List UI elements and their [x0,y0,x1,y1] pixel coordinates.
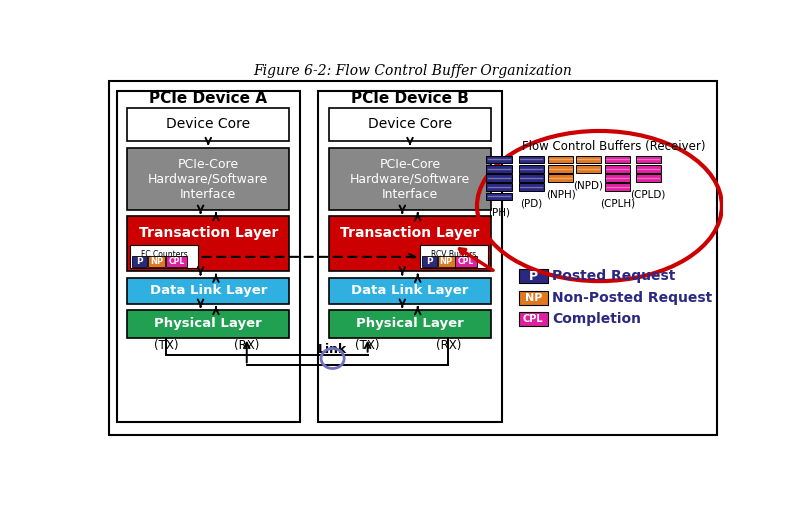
Bar [604,156,630,163]
Text: Data Link Layer: Data Link Layer [351,284,468,297]
Text: NP: NP [525,293,542,302]
Bar [329,148,491,210]
Text: Non-Posted Request: Non-Posted Request [552,291,713,305]
Bar [636,165,661,173]
Text: PCIe-Core
Hardware/Software
Interface: PCIe-Core Hardware/Software Interface [148,158,268,201]
Text: Device Core: Device Core [368,117,452,131]
Bar [636,156,661,163]
Text: P: P [136,257,143,266]
Bar [548,174,573,182]
Bar [518,156,544,163]
Text: (NPH): (NPH) [546,189,575,200]
Bar [127,216,289,271]
Bar [166,256,188,267]
Bar [518,165,544,173]
Text: Physical Layer: Physical Layer [356,317,464,330]
Bar [329,108,491,141]
Bar [486,156,512,163]
Text: (NPD): (NPD) [573,180,603,190]
Bar [518,184,544,191]
Bar [329,216,491,271]
Text: (RX): (RX) [436,339,461,352]
Bar [131,245,198,268]
Text: (TX): (TX) [154,339,178,352]
Bar [636,174,661,182]
Text: Posted Request: Posted Request [552,269,675,283]
Text: (RX): (RX) [234,339,260,352]
Text: P: P [529,269,538,283]
Text: Data Link Layer: Data Link Layer [150,284,267,297]
Text: NP: NP [150,257,164,266]
Bar [455,256,477,267]
Text: Link: Link [318,343,347,356]
Bar [109,81,717,435]
Bar [575,165,601,173]
Text: (CPLH): (CPLH) [600,199,635,209]
Text: Transaction Layer: Transaction Layer [340,226,480,240]
Bar [486,174,512,182]
Bar [604,184,630,191]
Bar [127,278,289,304]
Bar [575,156,601,163]
Bar [486,165,512,173]
Bar [604,165,630,173]
Bar [127,148,289,210]
Bar [518,269,548,283]
Bar [438,256,455,267]
Bar [486,192,512,200]
Text: FC Counters: FC Counters [141,250,188,259]
Bar [548,165,573,173]
Text: CPL: CPL [168,257,185,266]
Text: Transaction Layer: Transaction Layer [139,226,278,240]
Bar [420,245,488,268]
Text: (TX): (TX) [355,339,380,352]
Text: PCIe Device B: PCIe Device B [351,90,469,106]
Bar [518,291,548,305]
Bar [127,108,289,141]
Text: PCIe-Core
Hardware/Software
Interface: PCIe-Core Hardware/Software Interface [350,158,470,201]
Text: Device Core: Device Core [166,117,251,131]
Text: CPL: CPL [458,257,474,266]
Text: Flow Control Buffers (Receiver): Flow Control Buffers (Receiver) [521,140,705,153]
Text: (PH): (PH) [488,208,510,218]
Bar [318,90,501,422]
Bar [518,174,544,182]
Text: Completion: Completion [552,312,642,326]
Text: Figure 6-2: Flow Control Buffer Organization: Figure 6-2: Flow Control Buffer Organiza… [254,64,572,78]
Bar [422,256,437,267]
Text: CPL: CPL [523,314,543,324]
Text: (CPLD): (CPLD) [630,189,666,200]
Bar [329,310,491,338]
Bar [117,90,300,422]
Bar [132,256,147,267]
Text: NP: NP [439,257,453,266]
Bar [329,278,491,304]
Bar [127,310,289,338]
Text: P: P [426,257,433,266]
Text: (PD): (PD) [520,199,542,209]
Bar [604,174,630,182]
Text: PCIe Device A: PCIe Device A [149,90,268,106]
Bar [148,256,165,267]
Bar [548,156,573,163]
Text: Physical Layer: Physical Layer [155,317,262,330]
Bar [486,184,512,191]
Bar [518,312,548,326]
Text: RCV Buffers: RCV Buffers [431,250,476,259]
